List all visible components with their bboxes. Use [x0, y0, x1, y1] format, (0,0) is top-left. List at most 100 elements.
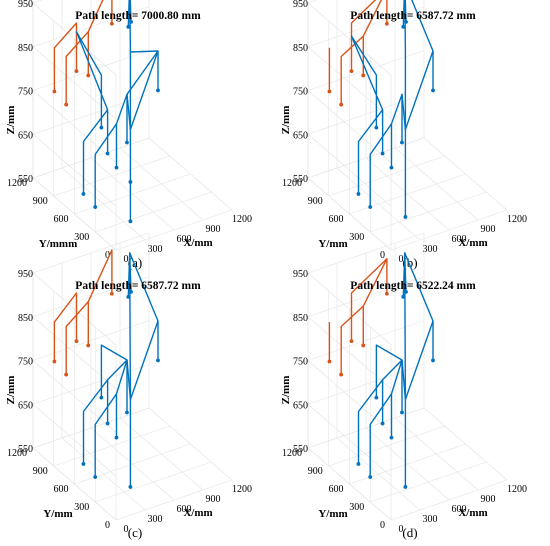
series-1-path-8	[404, 50, 434, 130]
series-1-path-2	[350, 35, 384, 128]
series-0-point-4	[384, 21, 389, 26]
z-tick-label: 550	[293, 174, 308, 185]
chart-panel-1: 0300600900120003006009001200550650750850…	[5, 0, 252, 270]
grid-left-z-0	[307, 447, 392, 521]
chart-title: Path length= 6587.72 mm	[75, 280, 201, 292]
grid-left-z-3	[307, 46, 392, 119]
y-tick-label: 600	[54, 484, 69, 495]
grid-floor-y-0	[115, 479, 233, 521]
series-1-point-6	[128, 485, 133, 489]
series-1-point-6	[128, 180, 133, 184]
series-1-path-6	[129, 252, 132, 292]
y-tick-label: 600	[329, 484, 344, 495]
series-1-point-1	[368, 205, 373, 209]
x-tick-label: 600	[177, 504, 192, 515]
series-0-point-4	[109, 21, 114, 26]
x-tick-label: 600	[177, 234, 192, 245]
series-0-point-1	[64, 102, 69, 107]
z-tick-label: 650	[18, 130, 33, 141]
series-1-point-8	[404, 289, 408, 294]
series-1-point-6	[403, 215, 408, 219]
y-tick-label: 1200	[282, 448, 302, 459]
series-0-path-0	[53, 22, 78, 92]
series-1-point-2	[380, 421, 385, 426]
series-0-point-2	[74, 339, 79, 344]
grid-floor-y-3	[53, 155, 170, 197]
x-axis-label: X/mm	[183, 237, 212, 249]
series-0-point-0	[327, 359, 332, 364]
y-tick-label: 0	[105, 250, 110, 261]
series-1-point-3	[389, 435, 394, 440]
grid-floor-y-0	[390, 479, 508, 521]
z-tick-label: 850	[18, 313, 33, 324]
y-tick-label: 900	[308, 196, 323, 207]
series-1-point-7	[401, 24, 406, 29]
x-axis-label: X/mm	[458, 507, 487, 519]
grid-left-z-4	[307, 272, 392, 346]
y-tick-label: 0	[380, 250, 385, 261]
series-1-point-4	[99, 125, 104, 130]
series-0-point-3	[361, 73, 366, 78]
series-0-point-2	[74, 69, 79, 74]
chart-panel-4: 0300600900120003006009001200550650750850…	[280, 232, 527, 540]
series-0-point-0	[52, 359, 57, 364]
series-1-point-5	[125, 140, 129, 145]
grid-floor-y-0	[390, 209, 508, 251]
x-tick-label: 300	[423, 514, 438, 525]
series-1-path-1	[94, 393, 118, 477]
series-1-point-9	[156, 358, 160, 363]
series-1-path-1	[369, 123, 393, 207]
z-tick-label: 750	[293, 357, 308, 368]
series-1-point-7	[401, 294, 406, 299]
x-tick-label: 600	[452, 504, 467, 515]
z-tick-label: 750	[18, 357, 33, 368]
series-0-point-1	[339, 102, 344, 107]
grid-left-z-1	[32, 134, 117, 207]
grid-left-z-4	[32, 272, 117, 346]
series-1-point-3	[114, 165, 119, 170]
series-1-point-10	[156, 88, 160, 93]
x-tick-label: 600	[452, 234, 467, 245]
y-tick-label: 900	[33, 196, 48, 207]
series-1-path-3	[375, 344, 403, 398]
series-0-path-1	[65, 301, 90, 375]
series-1-path-3	[115, 93, 128, 143]
z-tick-label: 750	[293, 87, 308, 98]
series-0-point-3	[361, 343, 366, 348]
series-0-point-3	[86, 343, 91, 348]
x-axis-label: X/mm	[458, 237, 487, 249]
grid-left-z-2	[307, 90, 392, 163]
series-0-path-2	[87, 0, 113, 32]
x-tick-label: 0	[124, 524, 129, 535]
x-tick-label: 900	[481, 494, 496, 505]
series-1-point-3	[389, 165, 394, 170]
series-0-point-0	[52, 89, 57, 94]
series-1-point-1	[93, 475, 98, 479]
grid-back-z-0	[307, 137, 425, 179]
grid-left-z-3	[32, 316, 117, 389]
series-1-point-9	[431, 88, 435, 93]
series-1-path-9	[390, 359, 403, 395]
series-0-path-3	[350, 0, 377, 72]
chart-panel-2: 0300600900120003006009001200550650750850…	[280, 0, 527, 270]
grid-left-z-1	[307, 134, 392, 207]
series-0-path-0	[53, 292, 78, 362]
grid-floor-y-3	[53, 425, 170, 467]
x-axis-label: X/mm	[183, 507, 212, 519]
z-tick-label: 650	[293, 130, 308, 141]
series-0-point-1	[64, 372, 69, 377]
grid-left-z-1	[307, 404, 392, 477]
y-tick-label: 1200	[7, 448, 27, 459]
y-tick-label: 600	[54, 214, 69, 225]
grid-back-z-0	[32, 137, 150, 179]
x-tick-label: 300	[148, 244, 163, 255]
series-1-path-6	[404, 252, 407, 292]
y-tick-label: 1200	[282, 178, 302, 189]
series-1-path-9	[115, 359, 128, 395]
x-tick-label: 0	[399, 254, 404, 265]
grid-floor-y-3	[328, 155, 445, 197]
grid-floor-y-1	[95, 461, 212, 503]
grid-left-z-1	[32, 404, 117, 477]
series-0-point-2	[349, 69, 354, 74]
